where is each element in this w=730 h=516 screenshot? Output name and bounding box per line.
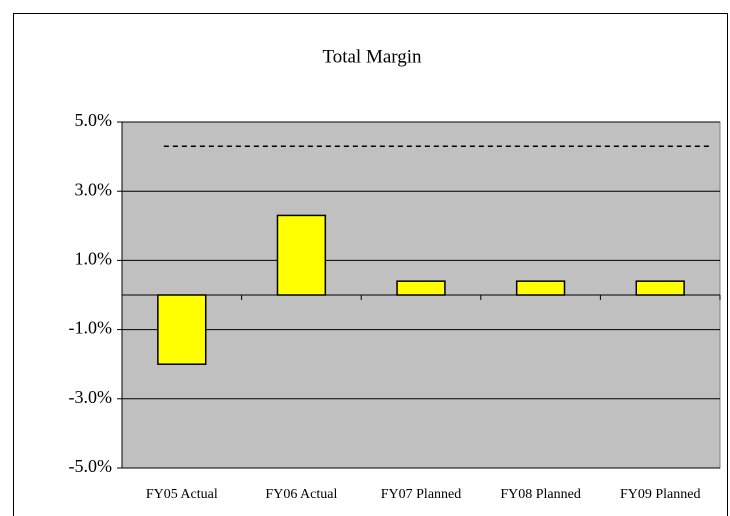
bar xyxy=(276,214,327,296)
y-tick-label: -5.0% xyxy=(69,456,113,476)
y-tick-label: -1.0% xyxy=(69,318,113,338)
bar xyxy=(396,280,446,296)
x-tick-label: FY06 Actual xyxy=(265,487,337,502)
x-tick-label: FY09 Planned xyxy=(620,487,701,502)
y-tick-label: -3.0% xyxy=(69,387,113,407)
x-tick-label: FY05 Actual xyxy=(146,487,218,502)
x-tick-label: FY08 Planned xyxy=(500,487,581,502)
x-tick-label: FY07 Planned xyxy=(381,487,462,502)
bar xyxy=(515,280,566,296)
bar xyxy=(635,280,685,296)
chart-title: Total Margin xyxy=(322,46,422,67)
y-tick-label: 3.0% xyxy=(75,179,113,199)
y-tick-label: 1.0% xyxy=(75,249,113,269)
bar xyxy=(157,294,207,365)
y-tick-label: 5.0% xyxy=(75,110,113,130)
